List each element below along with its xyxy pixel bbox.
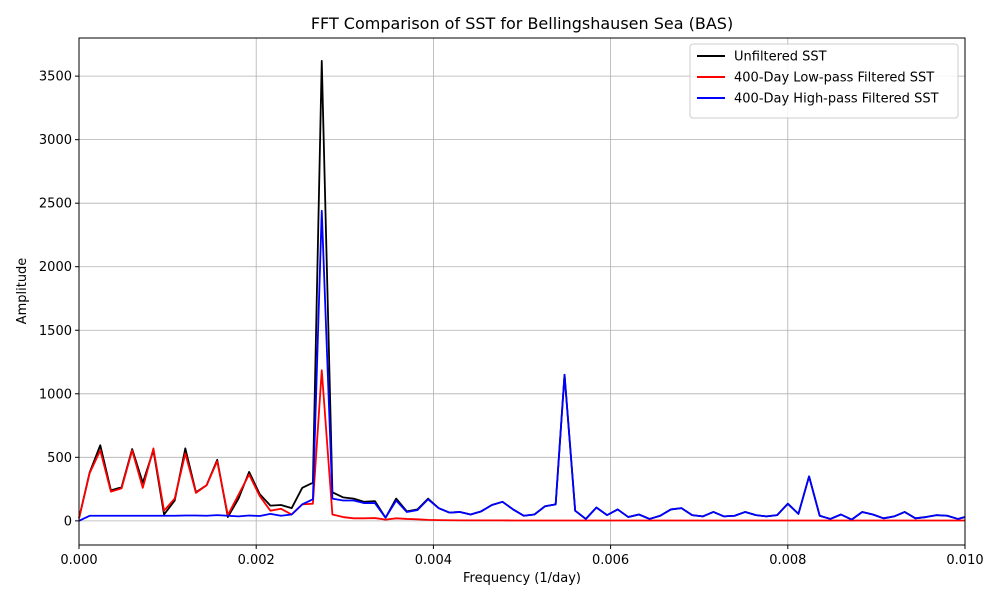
legend-label: Unfiltered SST xyxy=(734,50,827,65)
plot-area-frame xyxy=(78,37,966,546)
y-tick-label: 2500 xyxy=(39,197,72,212)
x-tick-label: 0.004 xyxy=(415,553,452,568)
y-tick-label: 1000 xyxy=(39,387,72,402)
y-tick-label: 3000 xyxy=(39,133,72,148)
legend: Unfiltered SST 400-Day Low-pass Filtered … xyxy=(689,43,959,119)
series-lines xyxy=(78,59,966,522)
y-axis-ticks: 0 500 1000 1500 2000 2500 3000 3500 xyxy=(39,70,79,529)
y-tick-label: 2000 xyxy=(39,260,72,275)
y-tick-label: 3500 xyxy=(39,70,72,85)
x-axis-label: Frequency (1/day) xyxy=(463,571,581,586)
x-tick-label: 0.002 xyxy=(238,553,275,568)
x-tick-label: 0.010 xyxy=(946,553,983,568)
series-line-3 xyxy=(78,209,966,522)
legend-label: 400-Day High-pass Filtered SST xyxy=(734,92,939,107)
y-tick-label: 0 xyxy=(64,514,72,529)
x-tick-label: 0.008 xyxy=(769,553,806,568)
legend-label: 400-Day Low-pass Filtered SST xyxy=(734,71,934,86)
grid-lines xyxy=(78,38,966,545)
x-axis-ticks: 0.000 0.002 0.004 0.006 0.008 0.010 xyxy=(60,545,984,568)
x-tick-label: 0.000 xyxy=(60,553,97,568)
chart-title: FFT Comparison of SST for Bellingshausen… xyxy=(311,14,733,33)
x-tick-label: 0.006 xyxy=(592,553,629,568)
y-tick-label: 1500 xyxy=(39,324,72,339)
y-axis-label: Amplitude xyxy=(15,258,30,325)
legend-box xyxy=(689,43,959,119)
y-tick-label: 500 xyxy=(47,451,72,466)
